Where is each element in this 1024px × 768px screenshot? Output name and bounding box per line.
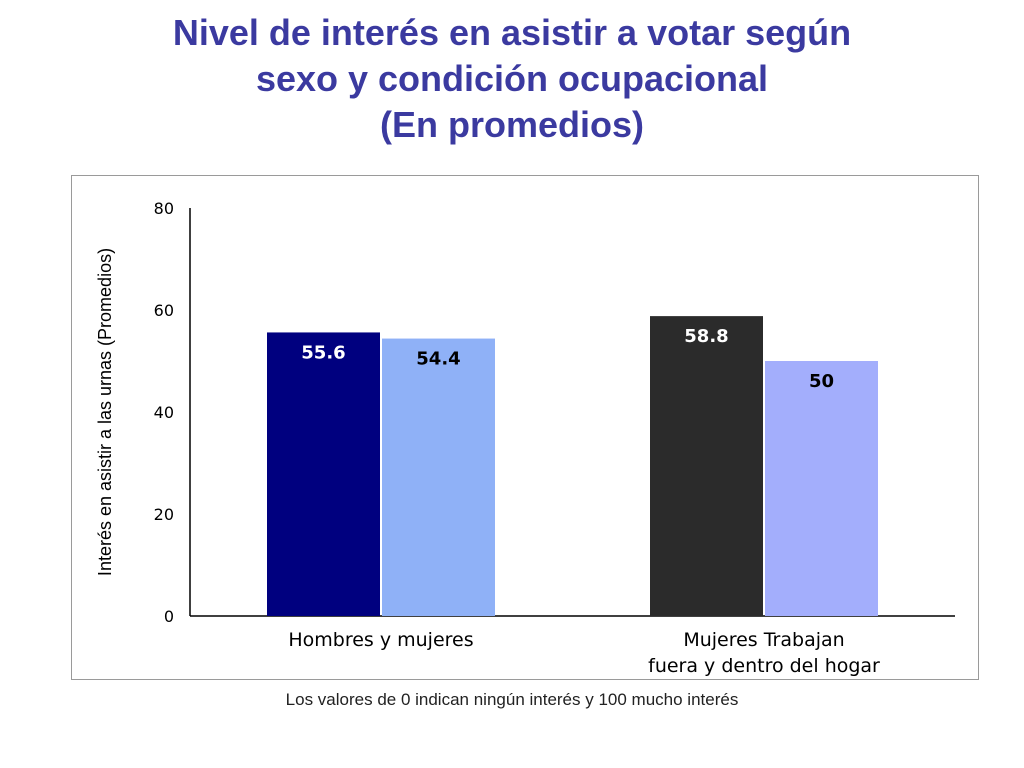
page-title: Nivel de interés en asistir a votar segú… bbox=[0, 10, 1024, 148]
y-tick-label: 80 bbox=[154, 199, 174, 218]
data-label: 54.4 bbox=[416, 349, 460, 370]
title-line-2: sexo y condición ocupacional bbox=[255, 58, 769, 99]
data-label: 58.8 bbox=[684, 326, 728, 347]
y-tick-label: 20 bbox=[154, 505, 174, 524]
bar bbox=[267, 332, 380, 616]
y-tick-label: 60 bbox=[154, 301, 174, 320]
y-axis-label: Interés en asistir a las urnas (Promedio… bbox=[95, 248, 115, 576]
x-category-label: Mujeres Trabajan bbox=[683, 629, 844, 651]
x-category-label: Hombres y mujeres bbox=[288, 629, 473, 651]
bar bbox=[650, 316, 763, 616]
y-tick-label: 40 bbox=[154, 403, 174, 422]
x-category-label: fuera y dentro del hogar bbox=[648, 655, 880, 677]
title-line-1: Nivel de interés en asistir a votar segú… bbox=[172, 12, 852, 53]
footnote: Los valores de 0 indican ningún interés … bbox=[285, 690, 739, 709]
title-line-3: (En promedios) bbox=[379, 104, 644, 145]
y-tick-label: 0 bbox=[164, 607, 174, 626]
data-label: 50 bbox=[809, 371, 834, 392]
data-label: 55.6 bbox=[301, 342, 345, 363]
bar bbox=[382, 338, 495, 616]
bar bbox=[765, 361, 878, 616]
